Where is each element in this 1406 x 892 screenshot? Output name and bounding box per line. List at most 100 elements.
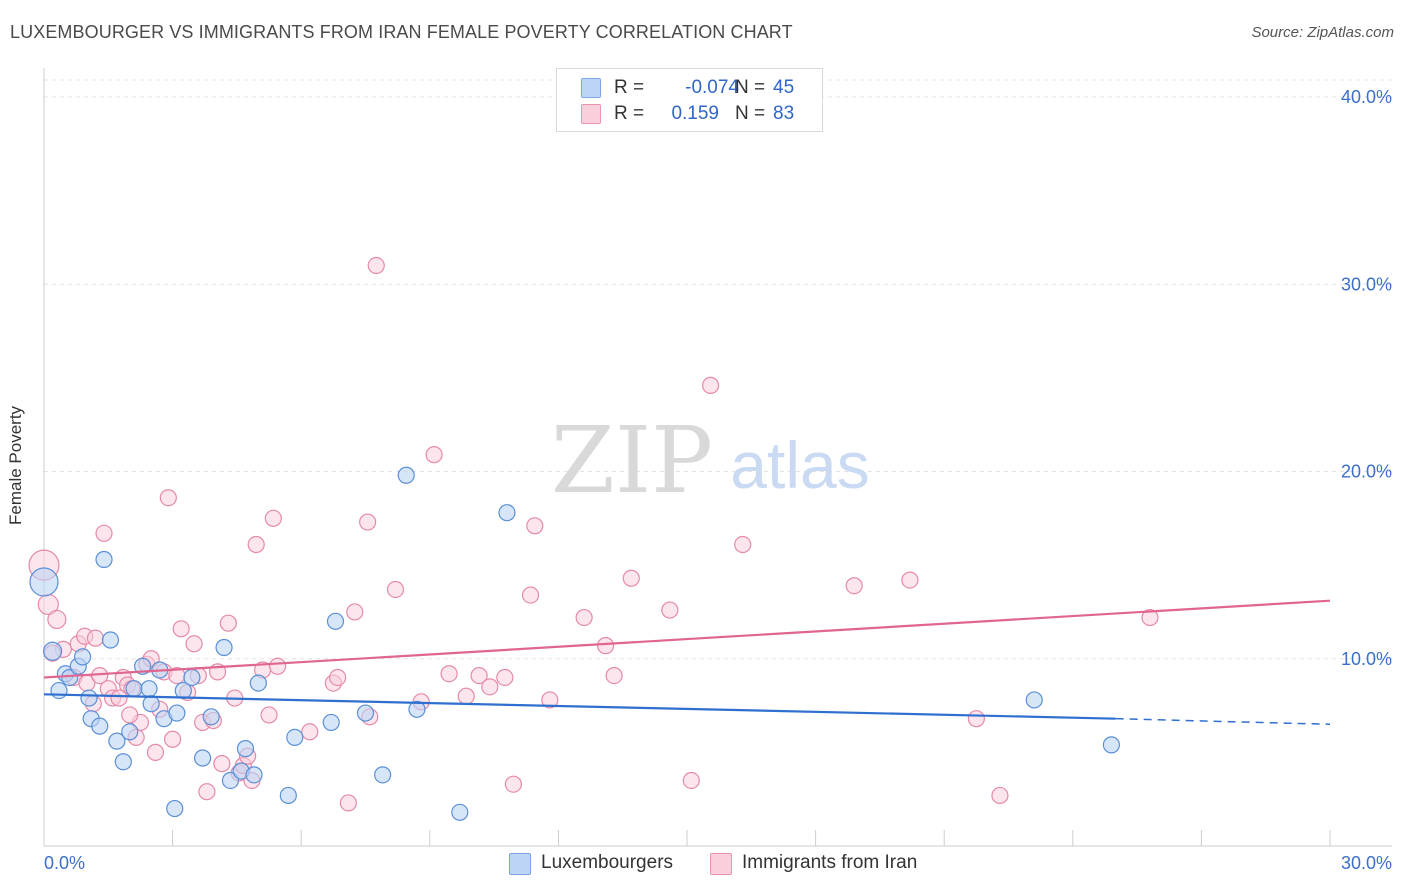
iran-point bbox=[301, 723, 319, 741]
iran-point bbox=[845, 577, 863, 595]
luxembourger-point bbox=[249, 674, 267, 692]
legend-swatch-blue bbox=[581, 78, 601, 98]
iran-points bbox=[28, 256, 1159, 812]
legend-n-value: 45 bbox=[773, 77, 795, 98]
iran-point bbox=[1141, 608, 1159, 627]
iran-point bbox=[264, 509, 282, 527]
iran-point bbox=[219, 614, 237, 632]
luxembourger-point bbox=[95, 550, 113, 569]
iran-point bbox=[734, 535, 752, 554]
iran-point bbox=[146, 743, 165, 761]
luxembourger-point bbox=[202, 708, 220, 726]
y-tick-label: 20.0% bbox=[1341, 462, 1392, 482]
luxembourger-point bbox=[125, 680, 143, 698]
iran-point bbox=[496, 668, 514, 687]
luxembourger-point bbox=[108, 732, 126, 750]
luxembourger-point bbox=[356, 704, 375, 722]
iran-point bbox=[504, 775, 522, 793]
luxembourger-point bbox=[279, 786, 297, 805]
iran-point bbox=[269, 657, 287, 675]
luxembourger-point bbox=[42, 641, 63, 661]
bottom-legend-label: Immigrants from Iran bbox=[742, 852, 918, 873]
luxembourger-point bbox=[451, 803, 469, 821]
luxembourger-point bbox=[397, 466, 415, 484]
iran-point bbox=[110, 689, 128, 707]
x-tick-label: 0.0% bbox=[44, 853, 85, 873]
luxembourger-point bbox=[168, 704, 186, 722]
iran-point bbox=[622, 569, 640, 587]
iran-point bbox=[198, 783, 216, 801]
iran-point bbox=[425, 446, 443, 464]
iran-point bbox=[95, 524, 113, 542]
legend-r-value: 0.159 bbox=[671, 103, 719, 124]
iran-point bbox=[260, 706, 278, 724]
iran-point bbox=[521, 586, 540, 604]
iran-point bbox=[185, 635, 203, 653]
luxembourger-point bbox=[245, 766, 263, 784]
luxembourger-point bbox=[166, 799, 184, 818]
iran-point bbox=[575, 608, 593, 627]
x-tick-label: 30.0% bbox=[1341, 853, 1392, 873]
legend-n-label: N = bbox=[735, 77, 766, 98]
iran-point bbox=[213, 755, 231, 773]
luxembourger-point bbox=[80, 689, 98, 707]
iran-point bbox=[991, 786, 1009, 805]
luxembourger-point bbox=[215, 638, 233, 657]
iran-point bbox=[121, 706, 139, 724]
luxembourger-point bbox=[133, 657, 152, 675]
legend-r-label: R = bbox=[614, 77, 645, 98]
luxembourger-trend-line bbox=[43, 693, 1116, 720]
bottom-legend-swatch-blue bbox=[509, 853, 531, 875]
watermark-zip: ZIP bbox=[551, 407, 713, 514]
bottom-legend-label: Luxembourgers bbox=[541, 852, 674, 873]
y-tick-label: 40.0% bbox=[1341, 87, 1392, 107]
luxembourger-point bbox=[50, 681, 68, 700]
luxembourger-point bbox=[91, 717, 109, 735]
iran-point bbox=[247, 535, 265, 554]
luxembourger-point bbox=[286, 728, 304, 746]
luxembourger-point bbox=[374, 766, 392, 784]
iran-point bbox=[440, 665, 458, 683]
iran-point bbox=[359, 513, 377, 531]
luxembourger-point bbox=[322, 713, 340, 732]
iran-point bbox=[967, 710, 985, 728]
source-label: Source: ZipAtlas.com bbox=[1251, 24, 1394, 41]
iran-point bbox=[172, 620, 190, 638]
luxembourger-point bbox=[498, 504, 516, 522]
luxembourger-trend-extension bbox=[1115, 717, 1331, 726]
iran-point bbox=[386, 580, 405, 599]
iran-point bbox=[159, 489, 177, 507]
legend-r-value: -0.074 bbox=[685, 77, 739, 98]
tick-labels: 10.0% 20.0% 30.0% 40.0% 0.0% 30.0% bbox=[44, 87, 1392, 873]
luxembourger-point bbox=[408, 700, 426, 718]
iran-point bbox=[526, 517, 544, 535]
iran-point bbox=[596, 637, 615, 655]
legend-n-value: 83 bbox=[773, 103, 795, 124]
iran-point bbox=[481, 678, 499, 696]
luxembourger-point bbox=[73, 648, 92, 666]
grid-lines bbox=[44, 79, 1392, 660]
iran-point bbox=[661, 601, 679, 619]
luxembourger-point bbox=[1102, 736, 1120, 754]
luxembourger-point bbox=[142, 695, 160, 713]
iran-point bbox=[457, 687, 475, 705]
luxembourger-point bbox=[140, 680, 158, 698]
luxembourger-point bbox=[194, 749, 212, 767]
iran-point bbox=[541, 691, 559, 709]
luxembourger-point bbox=[121, 723, 139, 741]
chart-title: LUXEMBOURGER VS IMMIGRANTS FROM IRAN FEM… bbox=[10, 22, 793, 42]
y-tick-label: 30.0% bbox=[1341, 274, 1392, 294]
iran-point bbox=[339, 794, 357, 812]
iran-point bbox=[329, 668, 347, 687]
iran-point bbox=[367, 256, 385, 275]
luxembourger-point bbox=[114, 753, 132, 771]
y-tick-label: 10.0% bbox=[1341, 649, 1392, 669]
iran-point bbox=[901, 571, 919, 589]
luxembourger-point bbox=[326, 612, 345, 630]
iran-point bbox=[605, 667, 623, 685]
trend-lines bbox=[43, 599, 1331, 726]
iran-point bbox=[682, 771, 700, 790]
luxembourger-point bbox=[183, 668, 201, 687]
iran-trend-line bbox=[43, 599, 1331, 679]
